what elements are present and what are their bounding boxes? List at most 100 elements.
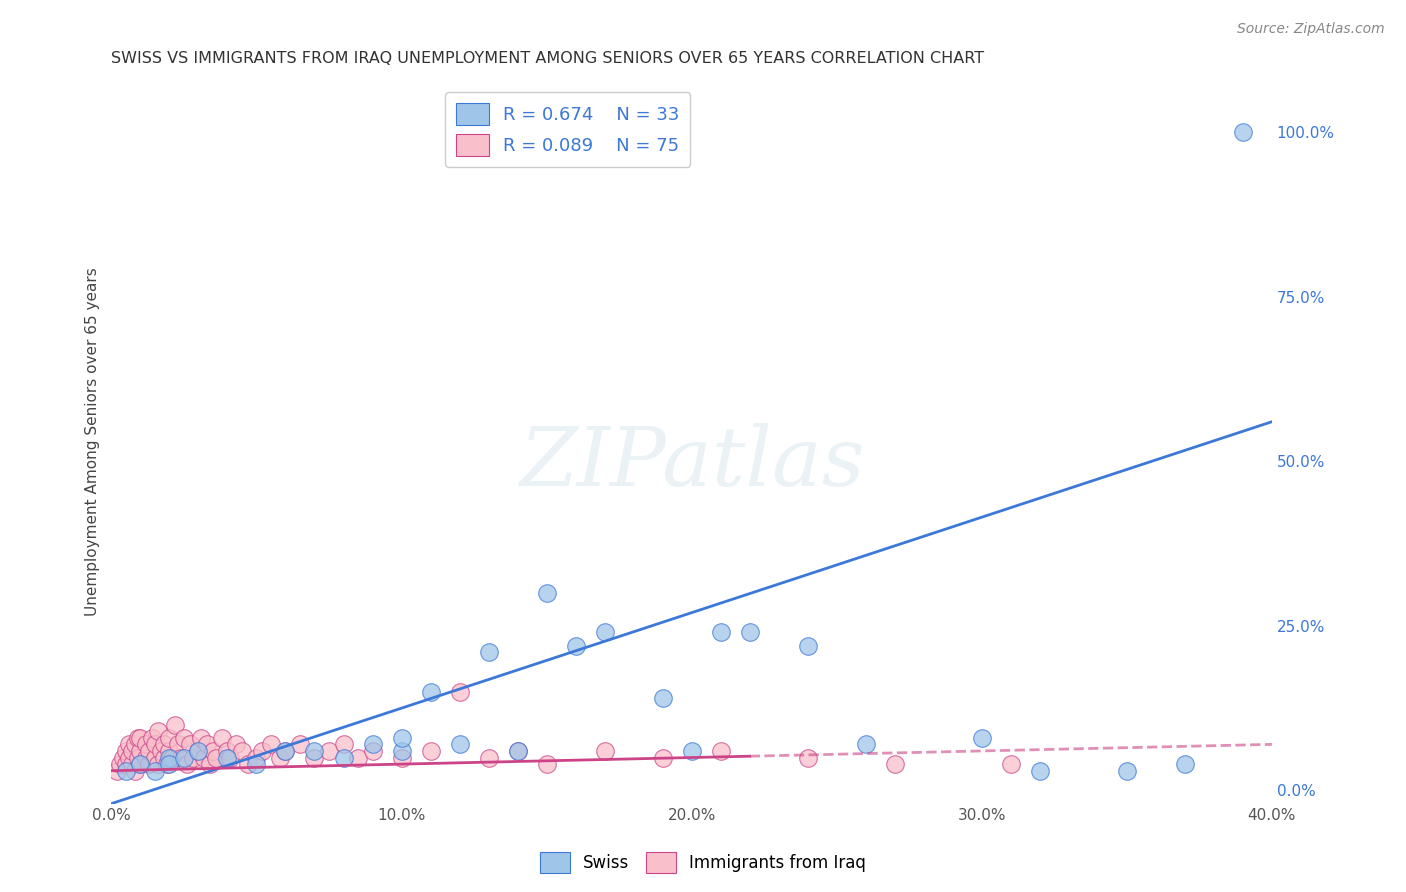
Point bbox=[651, 750, 673, 764]
Point bbox=[449, 737, 471, 751]
Point bbox=[190, 731, 212, 745]
Point bbox=[419, 684, 441, 698]
Point bbox=[1029, 764, 1052, 778]
Point bbox=[155, 757, 177, 772]
Point bbox=[115, 757, 138, 772]
Point bbox=[231, 744, 253, 758]
Point bbox=[124, 737, 146, 751]
Point bbox=[121, 757, 143, 772]
Point bbox=[391, 731, 413, 745]
Point bbox=[111, 750, 134, 764]
Point bbox=[361, 737, 384, 751]
Point bbox=[115, 764, 138, 778]
Point bbox=[419, 744, 441, 758]
Point bbox=[129, 744, 152, 758]
Point bbox=[506, 744, 529, 758]
Point bbox=[236, 757, 259, 772]
Point bbox=[217, 750, 239, 764]
Point bbox=[165, 717, 187, 731]
Point bbox=[129, 757, 152, 772]
Point bbox=[187, 744, 209, 758]
Point bbox=[304, 744, 326, 758]
Point bbox=[211, 731, 233, 745]
Point bbox=[162, 750, 184, 764]
Point bbox=[245, 757, 267, 772]
Point bbox=[129, 731, 152, 745]
Point bbox=[391, 744, 413, 758]
Point bbox=[159, 744, 181, 758]
Point bbox=[347, 750, 370, 764]
Point bbox=[173, 750, 195, 764]
Point bbox=[332, 750, 354, 764]
Point bbox=[138, 744, 160, 758]
Point bbox=[181, 750, 204, 764]
Point bbox=[1115, 764, 1137, 778]
Point bbox=[135, 750, 157, 764]
Point bbox=[159, 750, 181, 764]
Point bbox=[225, 737, 247, 751]
Point bbox=[159, 757, 181, 772]
Point bbox=[105, 764, 128, 778]
Point bbox=[564, 639, 586, 653]
Point bbox=[536, 757, 558, 772]
Point bbox=[252, 744, 274, 758]
Point bbox=[115, 744, 138, 758]
Point bbox=[710, 744, 733, 758]
Point bbox=[146, 724, 169, 739]
Point bbox=[1174, 757, 1197, 772]
Point bbox=[187, 744, 209, 758]
Point bbox=[274, 744, 297, 758]
Point bbox=[129, 757, 152, 772]
Point bbox=[149, 744, 172, 758]
Point bbox=[477, 750, 499, 764]
Text: ZIPatlas: ZIPatlas bbox=[519, 423, 865, 503]
Point bbox=[449, 684, 471, 698]
Point bbox=[201, 744, 224, 758]
Point bbox=[176, 757, 198, 772]
Point bbox=[391, 750, 413, 764]
Point bbox=[855, 737, 877, 751]
Point bbox=[796, 639, 818, 653]
Point bbox=[710, 625, 733, 640]
Point bbox=[288, 737, 311, 751]
Point bbox=[173, 731, 195, 745]
Point bbox=[245, 750, 267, 764]
Point bbox=[318, 744, 340, 758]
Point bbox=[506, 744, 529, 758]
Point bbox=[681, 744, 703, 758]
Point bbox=[195, 737, 218, 751]
Point bbox=[143, 750, 166, 764]
Point bbox=[118, 750, 141, 764]
Point bbox=[1232, 125, 1254, 139]
Point bbox=[205, 750, 228, 764]
Point bbox=[124, 764, 146, 778]
Point bbox=[738, 625, 761, 640]
Point bbox=[970, 731, 993, 745]
Point bbox=[179, 737, 201, 751]
Point bbox=[143, 737, 166, 751]
Legend: Swiss, Immigrants from Iraq: Swiss, Immigrants from Iraq bbox=[533, 846, 873, 880]
Point bbox=[593, 625, 616, 640]
Point bbox=[118, 737, 141, 751]
Point bbox=[152, 737, 174, 751]
Point bbox=[135, 737, 157, 751]
Point bbox=[167, 737, 190, 751]
Point bbox=[477, 645, 499, 659]
Point bbox=[332, 737, 354, 751]
Y-axis label: Unemployment Among Seniors over 65 years: Unemployment Among Seniors over 65 years bbox=[86, 267, 100, 615]
Point bbox=[193, 750, 215, 764]
Point bbox=[536, 586, 558, 600]
Point bbox=[152, 750, 174, 764]
Point bbox=[269, 750, 291, 764]
Point bbox=[170, 750, 193, 764]
Point bbox=[260, 737, 283, 751]
Point bbox=[796, 750, 818, 764]
Point bbox=[198, 757, 221, 772]
Point bbox=[108, 757, 131, 772]
Text: SWISS VS IMMIGRANTS FROM IRAQ UNEMPLOYMENT AMONG SENIORS OVER 65 YEARS CORRELATI: SWISS VS IMMIGRANTS FROM IRAQ UNEMPLOYME… bbox=[111, 51, 984, 66]
Point bbox=[127, 731, 149, 745]
Text: Source: ZipAtlas.com: Source: ZipAtlas.com bbox=[1237, 22, 1385, 37]
Point bbox=[593, 744, 616, 758]
Point bbox=[141, 731, 163, 745]
Point bbox=[274, 744, 297, 758]
